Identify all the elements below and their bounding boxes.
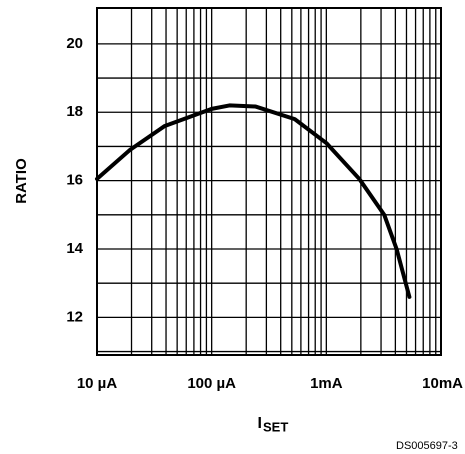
x-tick-label: 10mA: [422, 375, 463, 392]
footnote: DS005697-3: [396, 440, 458, 452]
y-tick-label: 18: [66, 103, 83, 120]
y-tick-label: 14: [66, 240, 83, 257]
x-axis-label: I: [258, 415, 262, 432]
y-tick-label: 20: [66, 35, 83, 52]
x-tick-label: 1mA: [310, 375, 343, 392]
plot-frame: [96, 7, 442, 356]
curve: [95, 103, 412, 299]
x-tick-label: 10 µA: [77, 375, 117, 392]
y-axis-label: RATIO: [13, 158, 30, 204]
y-tick-label: 16: [66, 172, 83, 189]
x-axis-label-subscript: SET: [263, 419, 288, 434]
y-tick-label: 12: [66, 308, 83, 325]
x-tick-label: 100 µA: [187, 375, 236, 392]
